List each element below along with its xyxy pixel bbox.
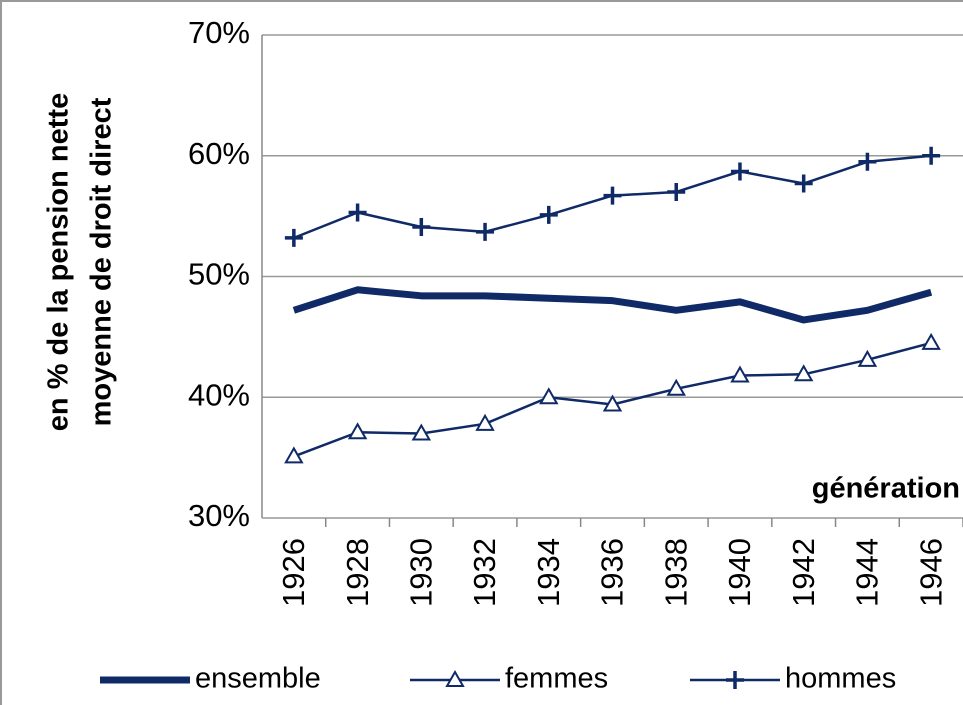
x-tick-label: 1940 (722, 538, 757, 607)
x-tick-label: 1938 (658, 538, 693, 607)
marker-triangle (857, 349, 878, 367)
marker-plus (794, 174, 813, 193)
marker-triangle (539, 387, 559, 405)
marker-triangle (411, 423, 432, 441)
legend-label: hommes (785, 663, 896, 695)
x-axis-label: génération (812, 473, 960, 505)
marker-plus (667, 182, 686, 201)
x-tick-label: 1934 (531, 538, 566, 607)
marker-triangle (347, 422, 368, 440)
marker-triangle (921, 332, 941, 350)
marker-plus (476, 222, 495, 241)
legend-label: femmes (505, 663, 608, 695)
x-tick-label: 1942 (786, 538, 821, 607)
x-tick-label: 1928 (340, 538, 375, 607)
x-tick-label: 1946 (913, 538, 948, 607)
series-line (292, 286, 933, 324)
legend-label: ensemble (195, 663, 321, 695)
x-tick-label: 1944 (850, 538, 885, 607)
y-axis-label: en % de la pension nette (43, 93, 75, 431)
marker-triangle (602, 394, 623, 412)
marker-triangle (475, 413, 495, 431)
marker-triangle (666, 378, 686, 396)
x-tick-label: 1936 (595, 538, 630, 607)
y-tick-label: 30% (188, 498, 250, 533)
marker-plus (858, 152, 877, 171)
marker-triangle (284, 446, 304, 464)
marker-plus (412, 217, 431, 236)
x-tick-label: 1930 (404, 538, 439, 607)
marker-plus (539, 205, 558, 224)
x-tick-label: 1932 (467, 538, 502, 607)
marker-plus (730, 162, 749, 181)
marker-triangle (730, 365, 750, 383)
marker-plus (603, 186, 622, 205)
y-tick-label: 60% (188, 136, 250, 171)
y-axis-label: moyenne de droit direct (86, 97, 118, 426)
marker-triangle (445, 669, 465, 687)
marker-triangle (793, 364, 814, 382)
marker-plus (726, 671, 744, 689)
x-tick-label: 1926 (276, 538, 311, 607)
y-tick-label: 50% (188, 257, 250, 292)
marker-plus (922, 146, 941, 165)
marker-plus (348, 203, 367, 222)
marker-plus (284, 228, 303, 247)
y-tick-label: 40% (188, 377, 250, 412)
y-tick-label: 70% (188, 15, 250, 50)
